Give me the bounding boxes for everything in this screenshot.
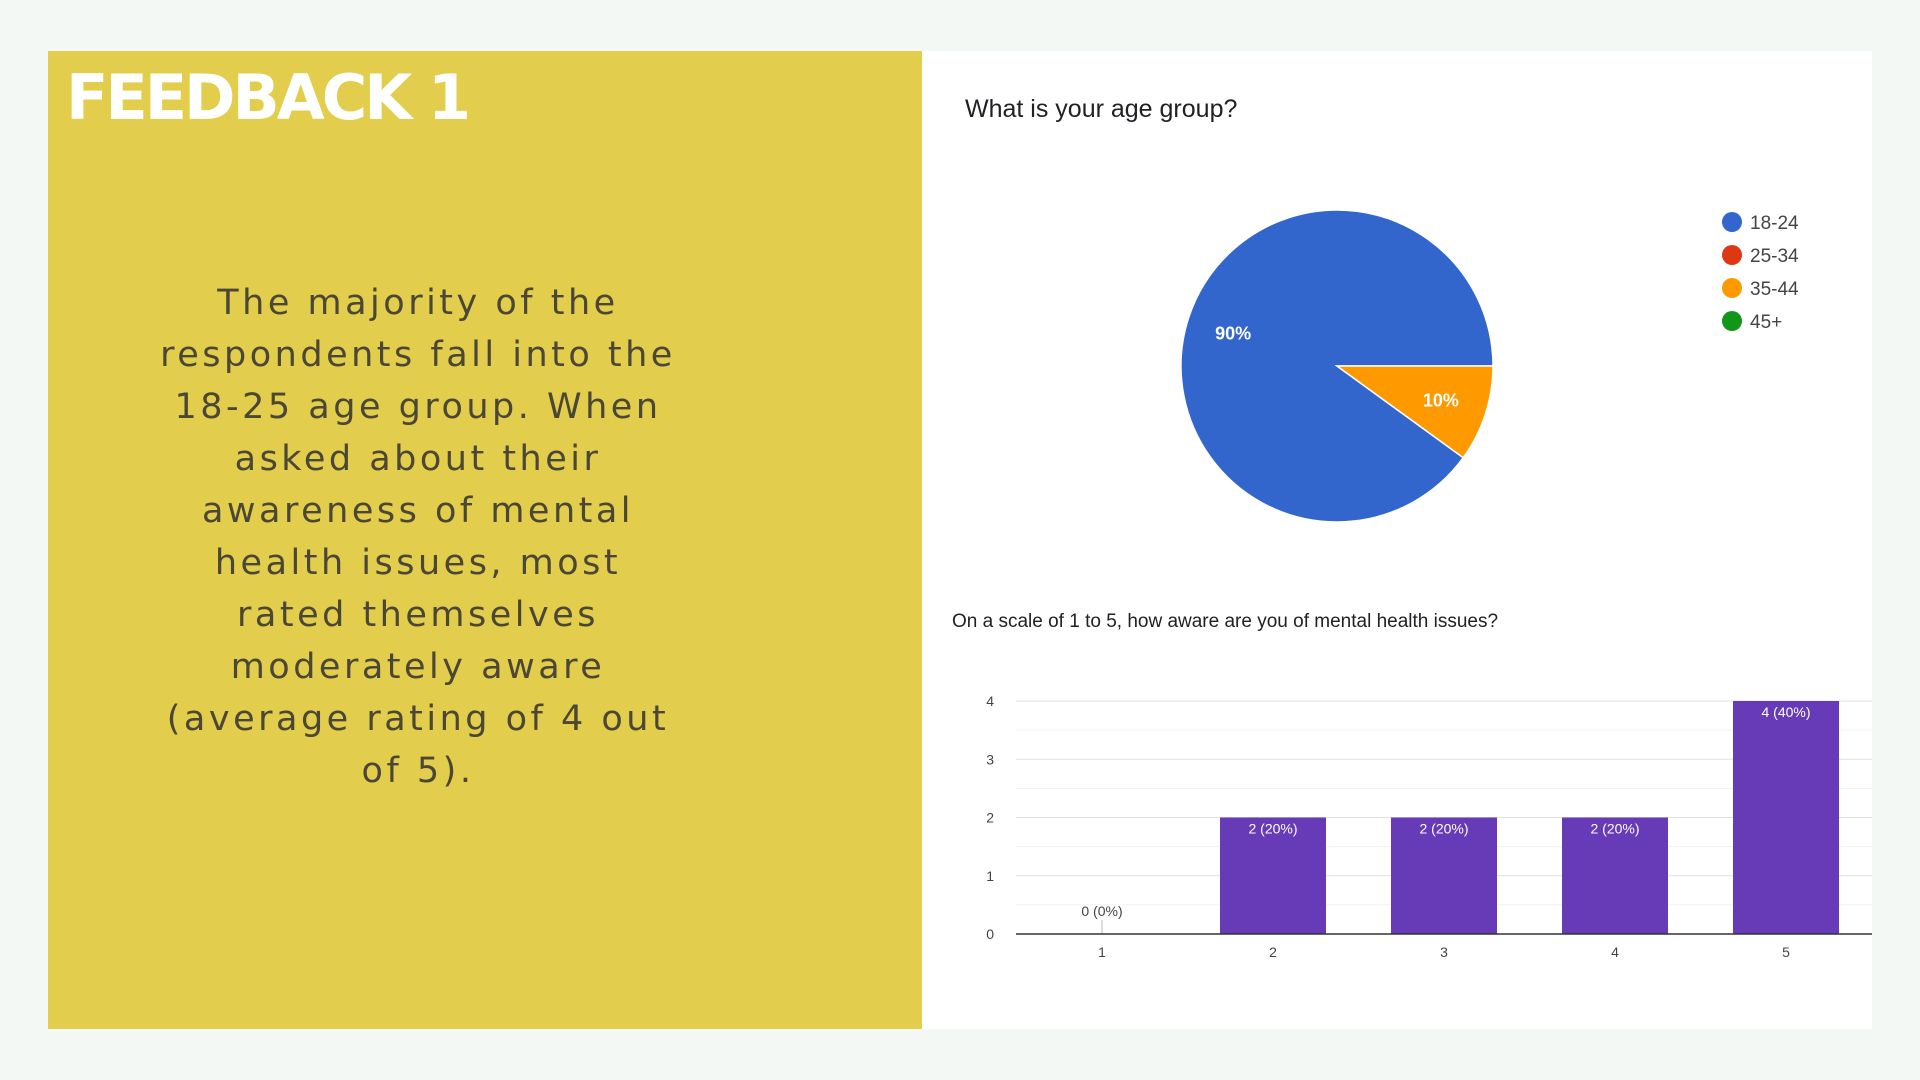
bar-4 — [1562, 817, 1668, 934]
bar-2 — [1220, 817, 1326, 934]
bar-data-label: 4 (40%) — [1761, 704, 1810, 720]
pie-slice-label: 10% — [1423, 391, 1459, 411]
charts-canvas: What is your age group? 90% 10% 18-24 25-3… — [952, 95, 1872, 960]
pie-legend: 18-24 25-34 35-44 45+ — [1722, 212, 1799, 333]
legend-label-25-34: 25-34 — [1750, 246, 1799, 267]
pie-chart: 90% 10% — [1180, 209, 1494, 523]
legend-swatch-45+ — [1722, 311, 1742, 331]
legend-label-45+: 45+ — [1750, 312, 1782, 333]
bar-data-label: 0 (0%) — [1081, 903, 1122, 919]
y-tick-label: 3 — [986, 751, 994, 767]
pie-chart-title: What is your age group? — [965, 95, 1237, 123]
y-tick-label: 2 — [986, 810, 994, 826]
bar-data-label: 2 (20%) — [1419, 821, 1468, 837]
legend-label-18-24: 18-24 — [1750, 213, 1799, 234]
charts-panel: What is your age group? 90% 10% 18-24 25-3… — [922, 51, 1872, 1029]
bar-data-label: 2 (20%) — [1248, 821, 1297, 837]
legend-swatch-35-44 — [1722, 278, 1742, 298]
bar-3 — [1391, 817, 1497, 934]
x-tick-label: 5 — [1782, 944, 1790, 960]
y-tick-label: 4 — [986, 693, 994, 709]
x-tick-label: 2 — [1269, 944, 1277, 960]
x-tick-label: 4 — [1611, 944, 1619, 960]
summary-text: The majority of the respondents fall int… — [160, 283, 676, 791]
y-tick-label: 1 — [986, 868, 994, 884]
x-tick-label: 1 — [1098, 944, 1106, 960]
legend-swatch-25-34 — [1722, 245, 1742, 265]
slide-title: FEEDBACK 1 — [66, 61, 471, 134]
summary-panel: FEEDBACK 1 The majority of the responden… — [48, 51, 922, 1029]
bar-5 — [1733, 701, 1839, 934]
y-tick-label: 0 — [986, 926, 994, 942]
bar-chart: 0 1 2 3 4 0 (0%) 1 2 (20%) 2 2 (20%) 3 2 (20%) 4 4 (4… — [986, 693, 1872, 960]
bar-chart-title: On a scale of 1 to 5, how aware are you … — [952, 611, 1498, 632]
pie-slice-35-44 — [1334, 365, 1494, 459]
pie-slice-label: 90% — [1215, 323, 1251, 343]
x-tick-label: 3 — [1440, 944, 1448, 960]
bar-data-label: 2 (20%) — [1590, 821, 1639, 837]
legend-swatch-18-24 — [1722, 212, 1742, 232]
legend-label-35-44: 35-44 — [1750, 279, 1799, 300]
